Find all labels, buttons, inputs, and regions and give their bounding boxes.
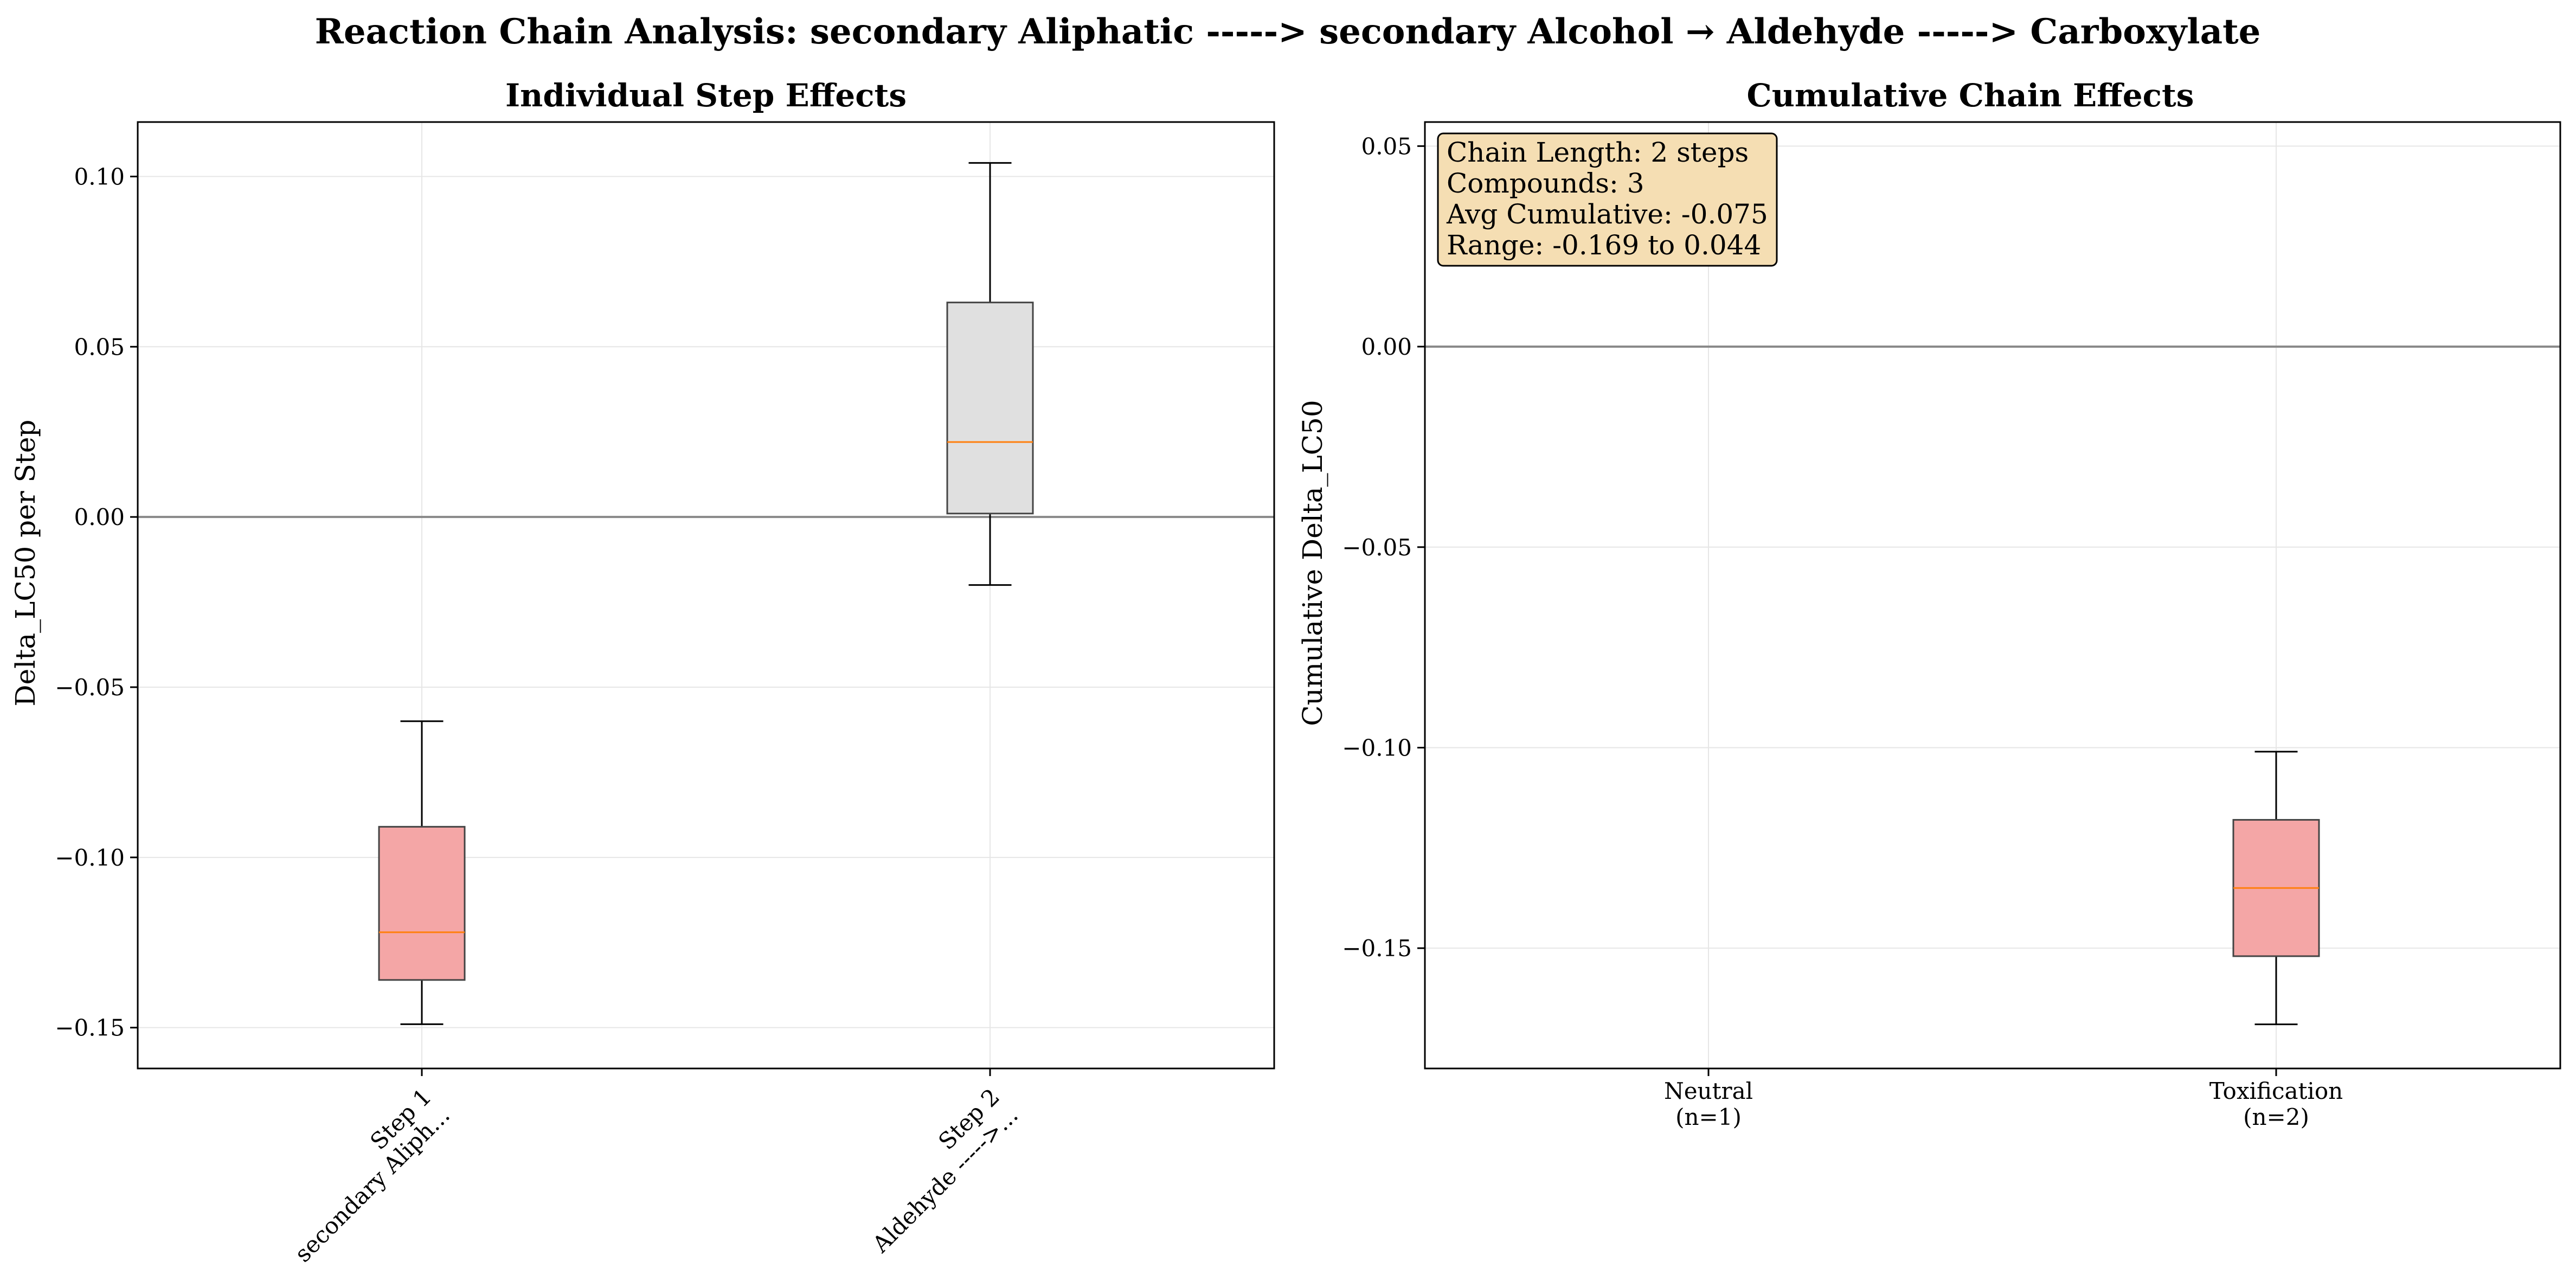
left-plot-frame (137, 121, 1275, 1070)
right-panel-title: Cumulative Chain Effects (1747, 77, 2194, 114)
right-xtick-label-line2: (n=1) (1675, 1104, 1742, 1130)
left-xtick-label: Step 1secondary Aliph... (271, 1083, 455, 1267)
left-gridlines (138, 122, 1274, 1068)
box-iqr (946, 302, 1034, 515)
cumulative-chain-effects-plot: Cumulative Chain Effects Cumulative Delt… (1297, 77, 2561, 1130)
right-plot-frame (1424, 121, 2561, 1070)
info-line-range: Range: -0.169 to 0.044 (1447, 229, 1761, 261)
right-ytick-label: −0.05 (1342, 534, 1412, 561)
info-line-avg-cumulative: Avg Cumulative: -0.075 (1446, 199, 1768, 230)
right-ytick-label: 0.00 (1361, 334, 1412, 360)
right-boxes (2232, 751, 2320, 1026)
right-xtick-label-line2: (n=2) (2243, 1104, 2309, 1130)
left-ytick-label: −0.05 (55, 674, 125, 701)
right-xtick-label-line1: Toxification (2209, 1078, 2343, 1104)
box-iqr (378, 825, 466, 981)
right-box-1 (2232, 751, 2320, 1026)
right-y-ticks: −0.15 −0.10 −0.05 0.00 0.05 (1342, 133, 1425, 962)
info-box-background (1437, 132, 1778, 267)
right-ytick-label: −0.10 (1342, 734, 1412, 761)
left-y-axis-label: Delta_LC50 per Step (10, 420, 41, 707)
left-y-ticks: −0.15 −0.10 −0.05 0.00 0.05 0.10 (55, 163, 138, 1041)
summary-info-box: Chain Length: 2 steps Compounds: 3 Avg C… (1437, 132, 1778, 267)
xtick-label-line2: secondary Aliph... (290, 1102, 455, 1267)
left-ytick-label: 0.05 (74, 334, 125, 360)
individual-step-effects-plot: Individual Step Effects Delta_LC50 per S… (10, 77, 1275, 1268)
left-ytick-label: 0.10 (74, 163, 125, 190)
left-ytick-label: −0.15 (55, 1015, 125, 1041)
right-y-axis-label: Cumulative Delta_LC50 (1297, 400, 1328, 726)
left-box-2 (946, 162, 1034, 586)
info-line-compounds: Compounds: 3 (1447, 168, 1644, 199)
right-ytick-label: −0.15 (1342, 935, 1412, 962)
left-x-ticks: Step 1secondary Aliph... Step 2Aldehyde -… (271, 1068, 1023, 1268)
right-ytick-label: 0.05 (1361, 133, 1412, 159)
right-xtick-label-line1: Neutral (1664, 1078, 1753, 1104)
left-box-1 (378, 720, 466, 1025)
info-line-chain-length: Chain Length: 2 steps (1447, 137, 1749, 168)
right-x-ticks: Neutral(n=1) Toxification(n=2) (1664, 1068, 2343, 1130)
figure-title: Reaction Chain Analysis: secondary Aliph… (315, 11, 2261, 52)
left-ytick-label: 0.00 (74, 504, 125, 530)
left-panel-title: Individual Step Effects (505, 77, 907, 114)
left-ytick-label: −0.10 (55, 844, 125, 871)
left-xtick-label: Step 2Aldehyde ----->... (849, 1083, 1023, 1258)
left-boxes (378, 162, 1034, 1025)
